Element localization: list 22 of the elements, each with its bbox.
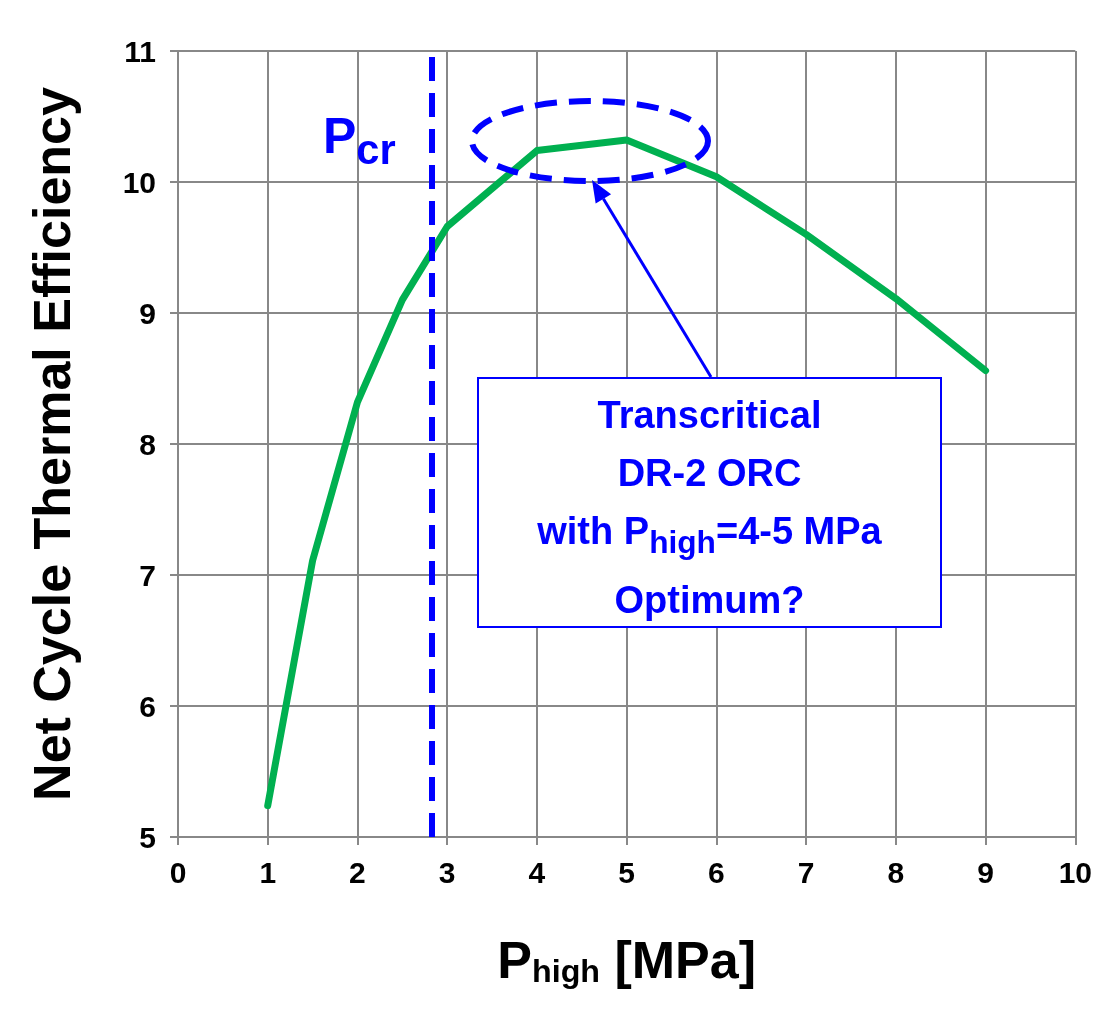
- x-tick-label: 3: [438, 855, 456, 889]
- ref-line-label: P$_{cr}$: [323, 107, 396, 175]
- annotation: Transcritical DR-2 ORC with P$_{high}$=4-5 MPa Optimum?: [536, 393, 883, 623]
- y-tick-label: 10: [122, 165, 156, 199]
- x-tick-label: 7: [797, 855, 815, 889]
- y-tick-label: 7: [139, 558, 156, 592]
- y-tick-label: 6: [139, 689, 156, 723]
- x-tick-label: 6: [708, 855, 725, 889]
- y-tick-label: 9: [139, 296, 156, 330]
- x-tick-label: 9: [977, 855, 994, 889]
- x-tick-label: 1: [259, 855, 277, 889]
- y-tick-label: 11: [124, 34, 156, 68]
- x-tick-label: 8: [887, 855, 905, 889]
- y-axis-title: Net Cycle Thermal Efficiency: [23, 87, 81, 801]
- y-tick-label: 5: [139, 820, 156, 854]
- x-tick-label: 5: [618, 855, 635, 889]
- x-tick-label: 4: [528, 855, 546, 889]
- x-tick-label: 2: [349, 855, 366, 889]
- x-tick-label: 10: [1058, 855, 1092, 889]
- x-tick-label: 0: [169, 855, 187, 889]
- y-tick-label: 8: [139, 427, 156, 461]
- x-axis-title: Phigh [MPa]: [497, 930, 757, 990]
